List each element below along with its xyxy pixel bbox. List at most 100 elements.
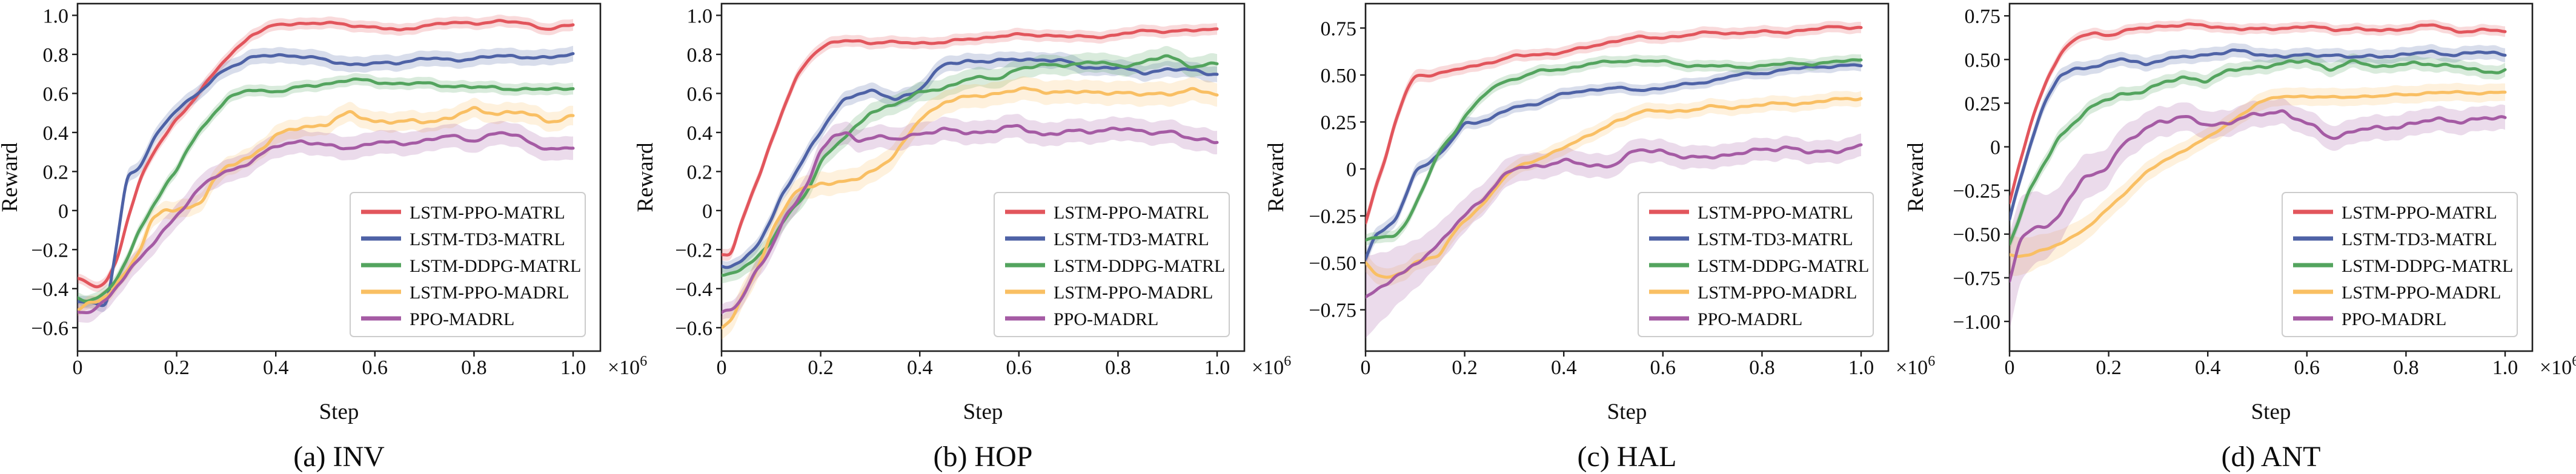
legend-label: LSTM-PPO-MADRL — [1054, 283, 1213, 303]
y-tick-label: 0.4 — [687, 122, 713, 145]
series-line-lstm-ppo-matrl — [2010, 22, 2507, 205]
axes-spines — [2008, 2, 2534, 352]
x-axis-offset-label: ×106 — [1252, 354, 1291, 379]
legend-item-lstm-ddpg-matrl: LSTM-DDPG-MATRL — [361, 256, 581, 276]
legend-item-lstm-ppo-matrl: LSTM-PPO-MATRL — [1005, 203, 1209, 223]
legend-item-lstm-td3-matrl: LSTM-TD3-MATRL — [1649, 229, 1853, 249]
x-tick-label: 0.8 — [1749, 357, 1775, 379]
y-tick-label: 0 — [1990, 137, 2000, 159]
x-tick-label: 1.0 — [1848, 357, 1874, 379]
x-tick-label: 0.4 — [1551, 357, 1577, 379]
chart-inv: 1.00.80.60.40.20−0.2−0.4−0.60 0.2 0.4 0.6 0.… — [0, 2, 647, 424]
y-tick-label: −0.50 — [1309, 252, 1356, 275]
y-tick-label: 1.0 — [43, 5, 69, 27]
legend-box — [2282, 192, 2518, 337]
series-band-lstm-ppo-madrl — [722, 76, 1217, 340]
legend-item-lstm-ppo-madrl: LSTM-PPO-MADRL — [1005, 283, 1213, 303]
legend: LSTM-PPO-MATRL LSTM-TD3-MATRL LSTM-DDPG-MA… — [994, 192, 1230, 337]
x-tick-label: 0.6 — [1650, 357, 1676, 379]
chart-panel-inv: 1.0 0.8 0.6 0.4 0.2 0 −0.2 −0.4 −0.6 0 0.2 0.4 0.6 0.… — [0, 0, 647, 474]
x-tick-label: 0.8 — [1105, 357, 1131, 379]
legend-item-lstm-ppo-matrl: LSTM-PPO-MATRL — [1649, 203, 1853, 223]
x-tick-label: 0 — [1361, 357, 1371, 379]
x-axis-label: Step — [963, 400, 1003, 424]
series-line-ppo-madrl — [2010, 109, 2507, 283]
series-line-lstm-ppo-madrl — [78, 106, 575, 312]
x-tick-label: 0 — [2005, 357, 2015, 379]
series-band-lstm-ddpg-matrl — [2010, 53, 2505, 251]
series-band-lstm-ppo-madrl — [78, 97, 573, 316]
y-tick-label: 0.6 — [43, 83, 69, 105]
chart-panel-ant: 0.75 0.50 0.25 0 −0.25 −0.50 −0.75 −1.00 0 0.2 0.4… — [1904, 0, 2576, 474]
caption-inv: (a) INV — [293, 441, 385, 473]
legend-label: LSTM-TD3-MATRL — [2342, 229, 2497, 249]
series-band-lstm-td3-matrl — [722, 51, 1217, 274]
caption-hal: (c) HAL — [1577, 441, 1677, 473]
x-axis-label: Step — [319, 400, 359, 424]
legend-item-lstm-td3-matrl: LSTM-TD3-MATRL — [1005, 229, 1209, 249]
series-band-lstm-ddpg-matrl — [78, 73, 573, 308]
series-line-lstm-ppo-madrl — [2010, 90, 2507, 258]
y-tick-label: 0.75 — [1965, 5, 2001, 28]
x-tick-label: 0 — [73, 357, 83, 379]
series-band-lstm-ppo-madrl — [1366, 91, 1861, 286]
chart-hal: 0.75 0.50 0.25 0 −0.25 −0.50 −0.75 0 0.2 0.4 0.6 0.… — [1264, 2, 1935, 424]
y-axis-label: Reward — [0, 142, 22, 212]
axes-spines — [1364, 2, 1890, 352]
series-line-ppo-madrl — [1366, 143, 1863, 299]
chart-hop: 1.00.80.60.40.20−0.2−0.4−0.60 0.2 0.4 0.6 0.… — [633, 2, 1291, 424]
plot-area — [1366, 21, 1863, 338]
legend-item-lstm-ddpg-matrl: LSTM-DDPG-MATRL — [1005, 256, 1225, 276]
legend-label: LSTM-TD3-MATRL — [1054, 229, 1209, 249]
series-line-lstm-ddpg-matrl — [78, 77, 575, 303]
x-axis-offset-label: ×106 — [608, 354, 647, 379]
y-tick-label: −0.75 — [1309, 300, 1356, 322]
y-tick-label: 0 — [702, 200, 712, 223]
x-tick-label: 0.4 — [907, 357, 933, 379]
series-line-lstm-td3-matrl — [722, 58, 1219, 269]
legend-item-lstm-td3-matrl: LSTM-TD3-MATRL — [2293, 229, 2497, 249]
series-line-lstm-td3-matrl — [2010, 48, 2507, 221]
y-tick-label: −0.6 — [31, 317, 68, 340]
legend-label: PPO-MADRL — [2342, 309, 2446, 329]
series-line-lstm-ppo-matrl — [78, 19, 575, 289]
legend-label: PPO-MADRL — [410, 309, 514, 329]
legend-label: LSTM-DDPG-MATRL — [410, 256, 581, 276]
legend-label: LSTM-PPO-MATRL — [410, 203, 565, 223]
x-axis-offset-label: ×106 — [1896, 354, 1935, 379]
plot-area — [722, 23, 1219, 340]
legend-label: PPO-MADRL — [1698, 309, 1802, 329]
y-tick-label: −0.50 — [1953, 224, 2000, 246]
x-tick-label: 0.6 — [362, 357, 388, 379]
y-tick-label: −0.2 — [675, 239, 712, 262]
y-tick-label: 0.25 — [1965, 93, 2001, 115]
x-tick-label: 0.6 — [1006, 357, 1032, 379]
series-line-lstm-ppo-matrl — [1366, 25, 1863, 225]
x-tick-label: 0.2 — [808, 357, 834, 379]
series-band-ppo-madrl — [1366, 133, 1861, 338]
series-band-ppo-madrl — [722, 114, 1217, 321]
y-tick-label: 0.50 — [1321, 65, 1357, 87]
x-tick-label: 0.8 — [2393, 357, 2419, 379]
x-tick-label: 1.0 — [1204, 357, 1230, 379]
legend-item-lstm-ppo-madrl: LSTM-PPO-MADRL — [1649, 283, 1857, 303]
series-band-lstm-td3-matrl — [2010, 43, 2505, 226]
x-tick-label: 0.2 — [2096, 357, 2122, 379]
y-tick-label: 0.2 — [687, 161, 713, 183]
y-tick-label: 0.2 — [43, 161, 69, 183]
legend-item-ppo-madrl: PPO-MADRL — [1649, 309, 1802, 329]
y-tick-label: 0.25 — [1321, 111, 1357, 134]
legend-item-ppo-madrl: PPO-MADRL — [361, 309, 514, 329]
y-tick-label: 0.8 — [687, 44, 713, 67]
series-line-lstm-ddpg-matrl — [2010, 59, 2507, 246]
y-tick-label: −0.75 — [1953, 268, 2000, 290]
x-axis-offset-label: ×106 — [2540, 354, 2576, 379]
legend-label: LSTM-PPO-MADRL — [1698, 283, 1857, 303]
series-band-lstm-ppo-matrl — [78, 15, 573, 292]
x-axis-label: Step — [2251, 400, 2291, 424]
x-tick-label: 0.4 — [2195, 357, 2221, 379]
legend: LSTM-PPO-MATRL LSTM-TD3-MATRL LSTM-DDPG-MA… — [350, 192, 586, 337]
y-tick-label: −1.00 — [1953, 311, 2000, 334]
legend-item-lstm-td3-matrl: LSTM-TD3-MATRL — [361, 229, 565, 249]
